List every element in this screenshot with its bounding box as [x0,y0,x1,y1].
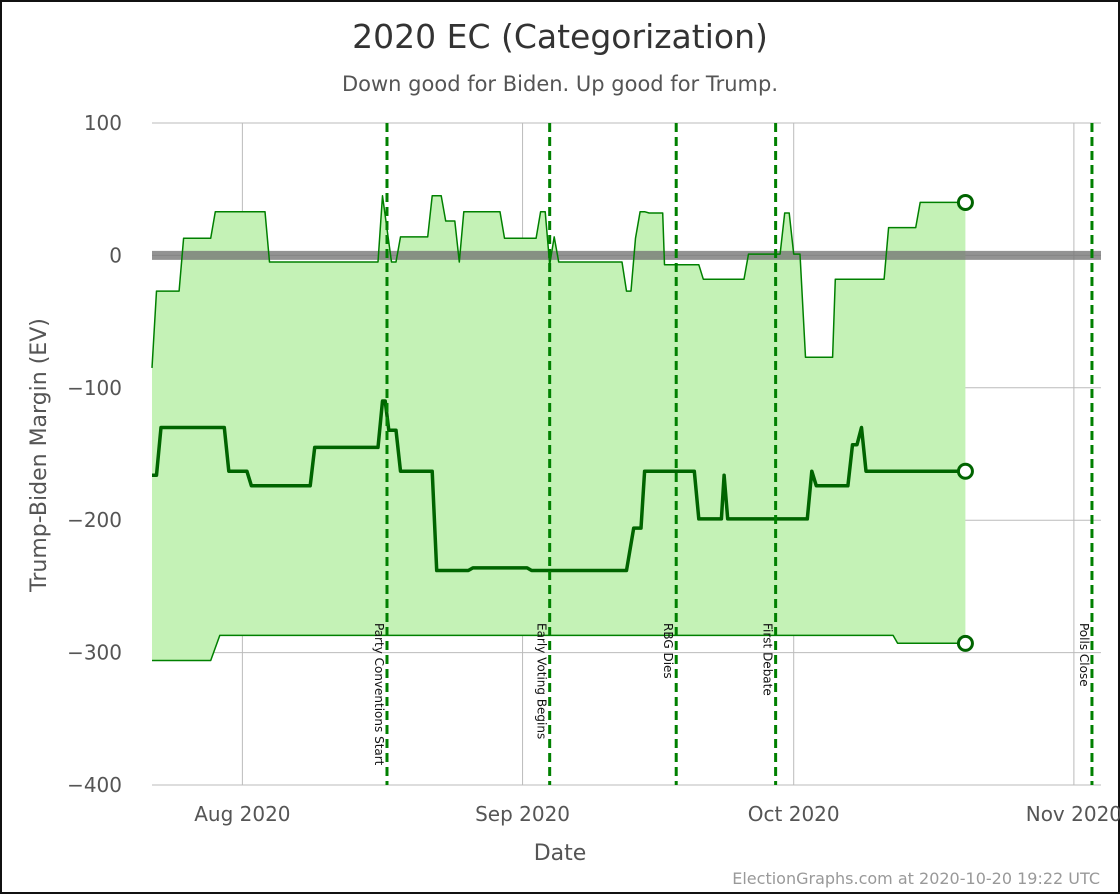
y-tick-label: −200 [67,508,122,532]
event-label: RBG Dies [661,623,675,679]
y-tick-label: 0 [109,243,122,267]
x-tick-label: Oct 2020 [748,802,840,826]
event-label: Party Conventions Start [372,623,386,766]
end-marker [956,193,974,211]
end-marker [956,634,974,652]
y-tick-label: −100 [67,376,122,400]
x-tick-label: Sep 2020 [475,802,570,826]
event-label: Early Voting Begins [535,623,549,739]
series-line-upper [151,195,966,368]
x-axis-label: Date [534,841,587,866]
end-markers [956,193,974,652]
x-tick-label: Aug 2020 [194,802,290,826]
event-markers: Party Conventions Start Early Voting Begi… [372,123,1094,785]
x-axis-ticks: Aug 2020 Sep 2020 Oct 2020 Nov 2020 [194,802,1120,826]
chart-title: 2020 EC (Categorization) [352,17,768,56]
y-axis-ticks: 100 0 −100 −200 −300 −400 [67,111,122,797]
credit-text: ElectionGraphs.com at 2020-10-20 19:22 U… [732,869,1100,888]
series-line-median [152,399,966,573]
range-band [152,195,966,661]
y-tick-label: 100 [84,111,122,135]
chart-subtitle: Down good for Biden. Up good for Trump. [342,72,778,96]
y-tick-label: −400 [67,773,122,797]
series-lines [151,195,966,662]
event-label: First Debate [761,623,775,696]
y-tick-label: −300 [67,641,122,665]
end-marker [956,462,974,480]
range-band-area [152,195,966,661]
x-tick-label: Nov 2020 [1026,802,1120,826]
series-line-lower [152,634,966,662]
event-label: Polls Close [1077,623,1091,687]
y-axis-label: Trump-Biden Margin (EV) [27,318,52,593]
